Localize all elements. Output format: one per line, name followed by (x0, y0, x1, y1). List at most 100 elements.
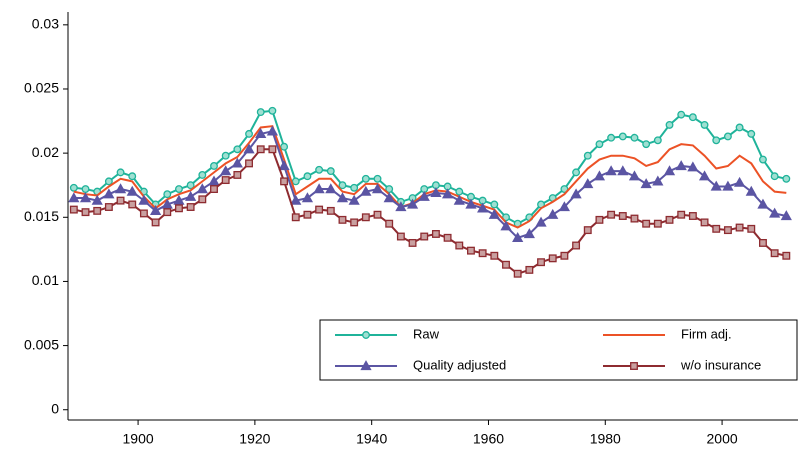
point (256, 108, 265, 117)
legend-label: Quality adjusted (413, 357, 506, 372)
point (733, 176, 746, 187)
point (548, 254, 557, 263)
series (73, 125, 787, 229)
point (430, 187, 442, 198)
legend-box (319, 319, 798, 381)
point (418, 190, 430, 201)
point (700, 218, 709, 227)
point (780, 210, 792, 221)
point (256, 145, 265, 154)
point (628, 170, 641, 181)
point (220, 165, 232, 176)
y-tick-label: 0.02 (32, 144, 59, 160)
point (79, 192, 92, 203)
point (572, 168, 581, 177)
point (91, 194, 103, 205)
y-tick-label: 0 (51, 400, 59, 416)
point (280, 142, 289, 151)
point (617, 165, 629, 176)
point (642, 219, 651, 228)
point (291, 213, 300, 222)
point (607, 210, 616, 219)
point (338, 181, 347, 190)
point (478, 249, 487, 258)
point (653, 219, 662, 228)
point (455, 241, 464, 250)
point (420, 232, 429, 241)
point (408, 238, 417, 247)
point (221, 176, 230, 185)
point (313, 183, 325, 194)
point (782, 174, 791, 183)
point (677, 110, 686, 119)
point (208, 175, 220, 186)
point (233, 145, 242, 154)
point (665, 215, 674, 224)
point (570, 188, 582, 199)
point (537, 258, 545, 267)
point (652, 175, 664, 186)
point (81, 185, 90, 194)
series (69, 145, 791, 278)
point (128, 200, 137, 209)
point (431, 230, 440, 238)
point (185, 190, 197, 201)
y-tick-label: 0.015 (24, 208, 59, 224)
legend-marker (360, 360, 372, 371)
point (396, 232, 405, 241)
point (303, 210, 312, 219)
point (116, 196, 125, 205)
point (595, 215, 604, 224)
point (161, 198, 173, 209)
point (488, 208, 500, 219)
point (560, 251, 569, 260)
point (245, 129, 253, 138)
point (385, 219, 394, 228)
point (770, 172, 779, 181)
legend-label: w/o insurance (680, 357, 761, 372)
point (759, 238, 767, 247)
point (210, 185, 218, 194)
series (69, 106, 791, 228)
point (512, 231, 524, 242)
point (315, 165, 324, 174)
point (186, 181, 195, 190)
point (465, 198, 477, 209)
point (163, 208, 172, 217)
point (583, 226, 592, 235)
x-tick-label: 1980 (590, 431, 621, 447)
y-tick-label: 0.03 (32, 16, 59, 32)
point (710, 180, 722, 191)
point (198, 195, 207, 204)
point (698, 170, 711, 181)
point (371, 183, 384, 194)
point (373, 174, 382, 183)
point (69, 183, 78, 192)
series-line (73, 130, 787, 239)
point (290, 194, 302, 205)
point (513, 269, 522, 278)
point (558, 201, 571, 212)
point (326, 206, 335, 215)
point (642, 140, 651, 149)
point (350, 218, 359, 227)
point (560, 185, 569, 194)
point (630, 133, 639, 142)
point (770, 249, 779, 258)
point (301, 192, 314, 203)
point (338, 215, 347, 224)
point (245, 159, 253, 168)
point (747, 224, 756, 233)
legend-marker (630, 362, 638, 370)
point (535, 216, 547, 227)
point (268, 106, 277, 115)
point (280, 177, 289, 186)
point (128, 172, 137, 181)
point (361, 213, 370, 222)
point (221, 151, 230, 160)
point (605, 165, 617, 176)
point (93, 206, 102, 215)
point (595, 140, 604, 149)
point (759, 155, 767, 164)
point (745, 185, 757, 196)
